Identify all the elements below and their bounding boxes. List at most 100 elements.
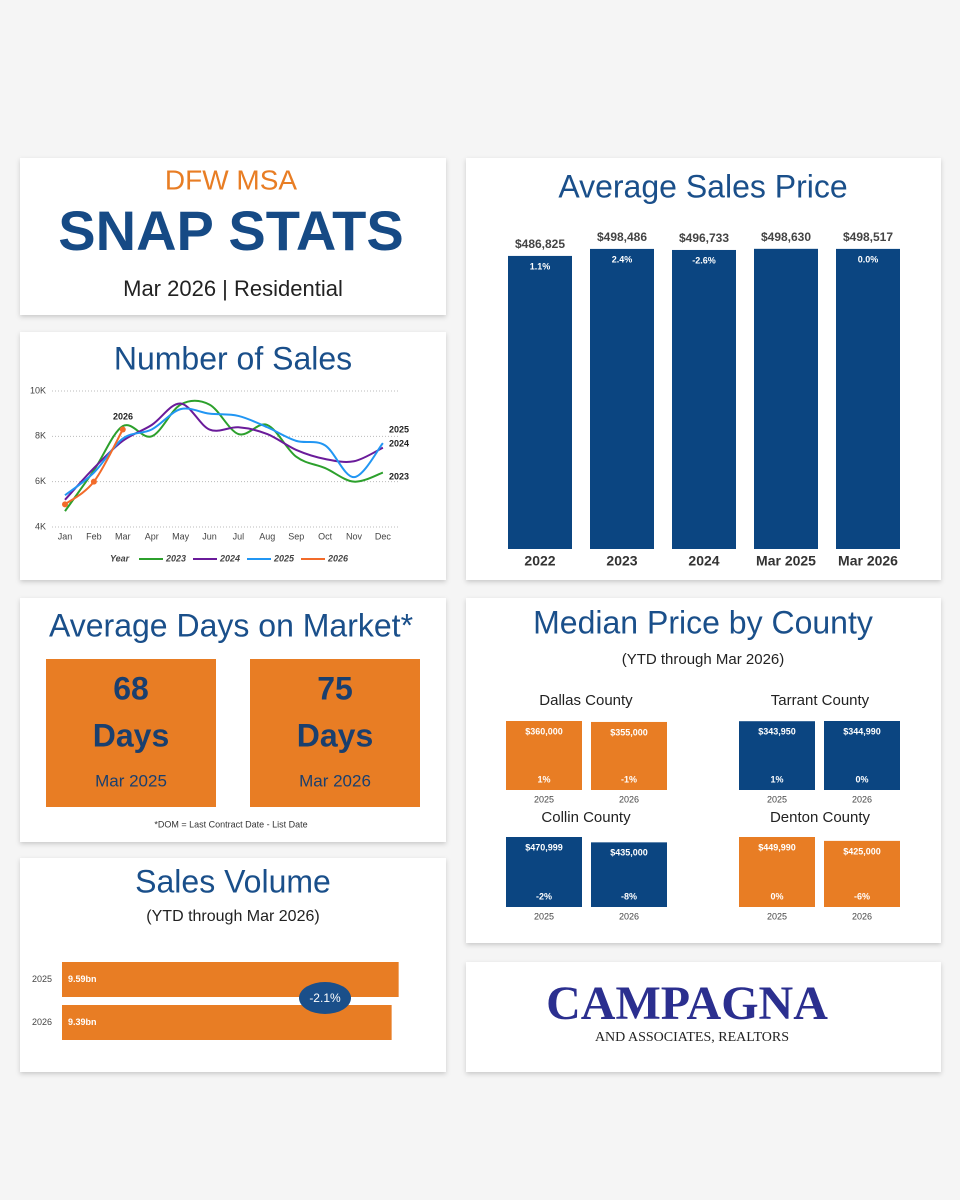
- change-label: -1%: [621, 774, 637, 784]
- change-label: 1%: [537, 774, 550, 784]
- chart-title: Denton County: [770, 809, 871, 826]
- panel-title: Average Days on Market*: [49, 607, 413, 643]
- logo-card: [466, 962, 941, 1072]
- value-label: $449,990: [758, 842, 796, 852]
- category-label: 2025: [767, 794, 787, 804]
- y-tick-label: 8K: [35, 431, 46, 441]
- category-label: 2025: [534, 911, 554, 921]
- category-label: 2024: [688, 553, 719, 569]
- bar: [590, 248, 654, 549]
- y-tick-label: 6K: [35, 476, 46, 486]
- series-end-label: 2024: [389, 438, 409, 448]
- x-tick-label: Mar: [115, 531, 131, 541]
- chart-title: Number of Sales: [114, 340, 352, 376]
- bar: [836, 248, 900, 549]
- change-label: 2.4%: [612, 254, 633, 264]
- change-label: -6%: [854, 891, 870, 901]
- bar: [754, 248, 818, 549]
- x-tick-label: Dec: [375, 531, 392, 541]
- y-tick-label: 10K: [30, 385, 46, 395]
- chart-title: Collin County: [541, 809, 631, 826]
- category-label: 2025: [32, 974, 52, 984]
- legend-label: 2024: [219, 553, 240, 563]
- series-end-label: 2025: [389, 424, 409, 434]
- change-label: 1%: [770, 774, 783, 784]
- category-label: 2025: [534, 794, 554, 804]
- dom-period: Mar 2026: [299, 771, 371, 790]
- dom-card-box: [46, 659, 216, 807]
- panel-title: Median Price by County: [533, 604, 873, 640]
- bar: [672, 249, 736, 549]
- category-label: 2023: [606, 553, 637, 569]
- value-label: $498,517: [843, 230, 893, 244]
- category-label: 2026: [852, 794, 872, 804]
- series-line: [64, 402, 384, 501]
- series-marker: [90, 478, 97, 485]
- series-end-label: 2023: [389, 471, 409, 481]
- series-end-label: 2026: [113, 411, 133, 421]
- value-label: $344,990: [843, 726, 881, 736]
- value-label: $496,733: [679, 231, 729, 245]
- category-label: 2026: [619, 911, 639, 921]
- value-label: 9.39bn: [68, 1017, 97, 1027]
- dom-card-box: [250, 659, 420, 807]
- value-label: $343,950: [758, 727, 796, 737]
- x-tick-label: May: [172, 531, 190, 541]
- bar: [506, 837, 582, 907]
- bar: [591, 842, 667, 907]
- change-badge: [299, 982, 351, 1014]
- bar: [506, 721, 582, 790]
- value-label: $360,000: [525, 726, 563, 736]
- change-label: -8%: [621, 891, 637, 901]
- legend-label: 2026: [327, 553, 349, 563]
- x-tick-label: Oct: [318, 531, 333, 541]
- chart-title: Tarrant County: [771, 692, 870, 709]
- value-label: $425,000: [843, 846, 881, 856]
- bar: [591, 721, 667, 790]
- bar: [739, 837, 815, 907]
- legend-label: 2025: [273, 553, 295, 563]
- value-label: $498,630: [761, 230, 811, 244]
- bar: [824, 721, 900, 790]
- dom-value: 68: [113, 670, 149, 706]
- panel-subtitle: (YTD through Mar 2026): [622, 651, 785, 668]
- x-tick-label: Jan: [58, 531, 73, 541]
- category-label: 2022: [524, 553, 555, 569]
- x-tick-label: Jun: [202, 531, 217, 541]
- category-label: Mar 2025: [756, 553, 816, 569]
- dom-value: 75: [317, 670, 353, 706]
- bar: [739, 721, 815, 790]
- header-card: [20, 158, 446, 315]
- change-label: -2.1%: [309, 991, 341, 1005]
- series-marker: [119, 426, 126, 433]
- change-label: -2.6%: [692, 255, 716, 265]
- legend-title: Year: [110, 553, 130, 563]
- bar: [824, 840, 900, 907]
- region: DFW MSA: [165, 164, 298, 195]
- x-tick-label: Sep: [288, 531, 304, 541]
- logo-tagline: AND ASSOCIATES, REALTORS: [595, 1030, 789, 1045]
- header-subtitle: Mar 2026 | Residential: [123, 276, 343, 301]
- chart-subtitle: (YTD through Mar 2026): [146, 908, 319, 925]
- value-label: $498,486: [597, 230, 647, 244]
- value-label: $486,825: [515, 237, 565, 251]
- logo-name: CAMPAGNA: [546, 977, 828, 1030]
- chart-title: Dallas County: [539, 692, 633, 709]
- x-tick-label: Jul: [233, 531, 245, 541]
- main-title: SNAP STATS: [58, 199, 403, 262]
- change-label: 0%: [855, 774, 868, 784]
- dom-unit: Days: [297, 717, 374, 753]
- legend-label: 2023: [165, 553, 186, 563]
- dom-period: Mar 2025: [95, 771, 167, 790]
- category-label: 2026: [619, 794, 639, 804]
- series-line: [64, 407, 384, 497]
- value-label: 9.59bn: [68, 974, 97, 984]
- series-marker: [62, 501, 68, 508]
- category-label: Mar 2026: [838, 553, 898, 569]
- x-tick-label: Nov: [346, 531, 363, 541]
- value-label: $470,999: [525, 842, 563, 852]
- category-label: 2026: [32, 1017, 52, 1027]
- x-tick-label: Feb: [86, 531, 102, 541]
- category-label: 2025: [767, 911, 787, 921]
